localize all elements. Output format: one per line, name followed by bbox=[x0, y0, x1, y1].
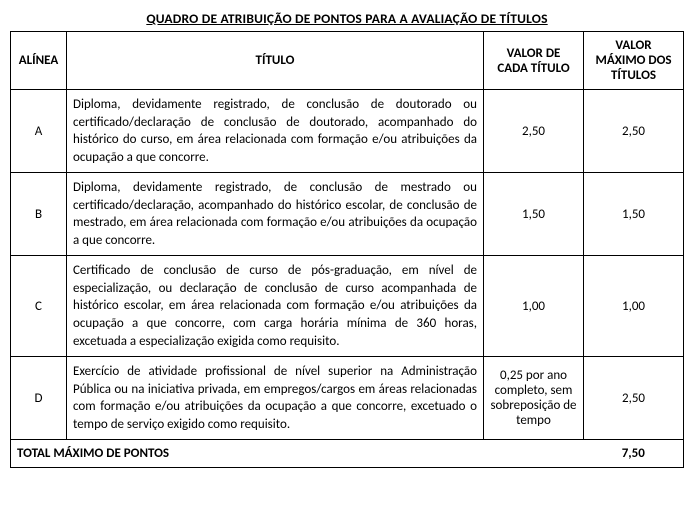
cell-valor-max: 1,50 bbox=[584, 173, 684, 256]
header-alinea: ALÍNEA bbox=[11, 32, 67, 90]
cell-valor-cada: 1,50 bbox=[484, 173, 584, 256]
header-valor-max: VALOR MÁXIMO DOS TÍTULOS bbox=[584, 32, 684, 90]
table-total-row: TOTAL MÁXIMO DE PONTOS 7,50 bbox=[11, 440, 684, 468]
points-table: ALÍNEA TÍTULO VALOR DE CADA TÍTULO VALOR… bbox=[10, 31, 684, 468]
cell-alinea: A bbox=[11, 90, 67, 173]
cell-titulo: Exercício de atividade profissional de n… bbox=[67, 357, 484, 440]
cell-alinea: C bbox=[11, 256, 67, 357]
cell-titulo: Certificado de conclusão de curso de pós… bbox=[67, 256, 484, 357]
cell-valor-cada: 0,25 por ano completo, sem sobreposição … bbox=[484, 357, 584, 440]
cell-valor-cada: 2,50 bbox=[484, 90, 584, 173]
cell-alinea: D bbox=[11, 357, 67, 440]
cell-valor-max: 2,50 bbox=[584, 357, 684, 440]
cell-valor-cada: 1,00 bbox=[484, 256, 584, 357]
cell-titulo: Diploma, devidamente registrado, de conc… bbox=[67, 173, 484, 256]
header-titulo: TÍTULO bbox=[67, 32, 484, 90]
table-row: C Certificado de conclusão de curso de p… bbox=[11, 256, 684, 357]
cell-titulo: Diploma, devidamente registrado, de conc… bbox=[67, 90, 484, 173]
table-row: A Diploma, devidamente registrado, de co… bbox=[11, 90, 684, 173]
total-mid bbox=[484, 440, 584, 468]
cell-alinea: B bbox=[11, 173, 67, 256]
document-container: QUADRO DE ATRIBUIÇÃO DE PONTOS PARA A AV… bbox=[10, 10, 684, 468]
total-label: TOTAL MÁXIMO DE PONTOS bbox=[11, 440, 484, 468]
cell-valor-max: 1,00 bbox=[584, 256, 684, 357]
header-valor-cada: VALOR DE CADA TÍTULO bbox=[484, 32, 584, 90]
cell-valor-max: 2,50 bbox=[584, 90, 684, 173]
table-title: QUADRO DE ATRIBUIÇÃO DE PONTOS PARA A AV… bbox=[10, 10, 684, 27]
table-header-row: ALÍNEA TÍTULO VALOR DE CADA TÍTULO VALOR… bbox=[11, 32, 684, 90]
table-row: D Exercício de atividade profissional de… bbox=[11, 357, 684, 440]
table-row: B Diploma, devidamente registrado, de co… bbox=[11, 173, 684, 256]
total-value: 7,50 bbox=[584, 440, 684, 468]
